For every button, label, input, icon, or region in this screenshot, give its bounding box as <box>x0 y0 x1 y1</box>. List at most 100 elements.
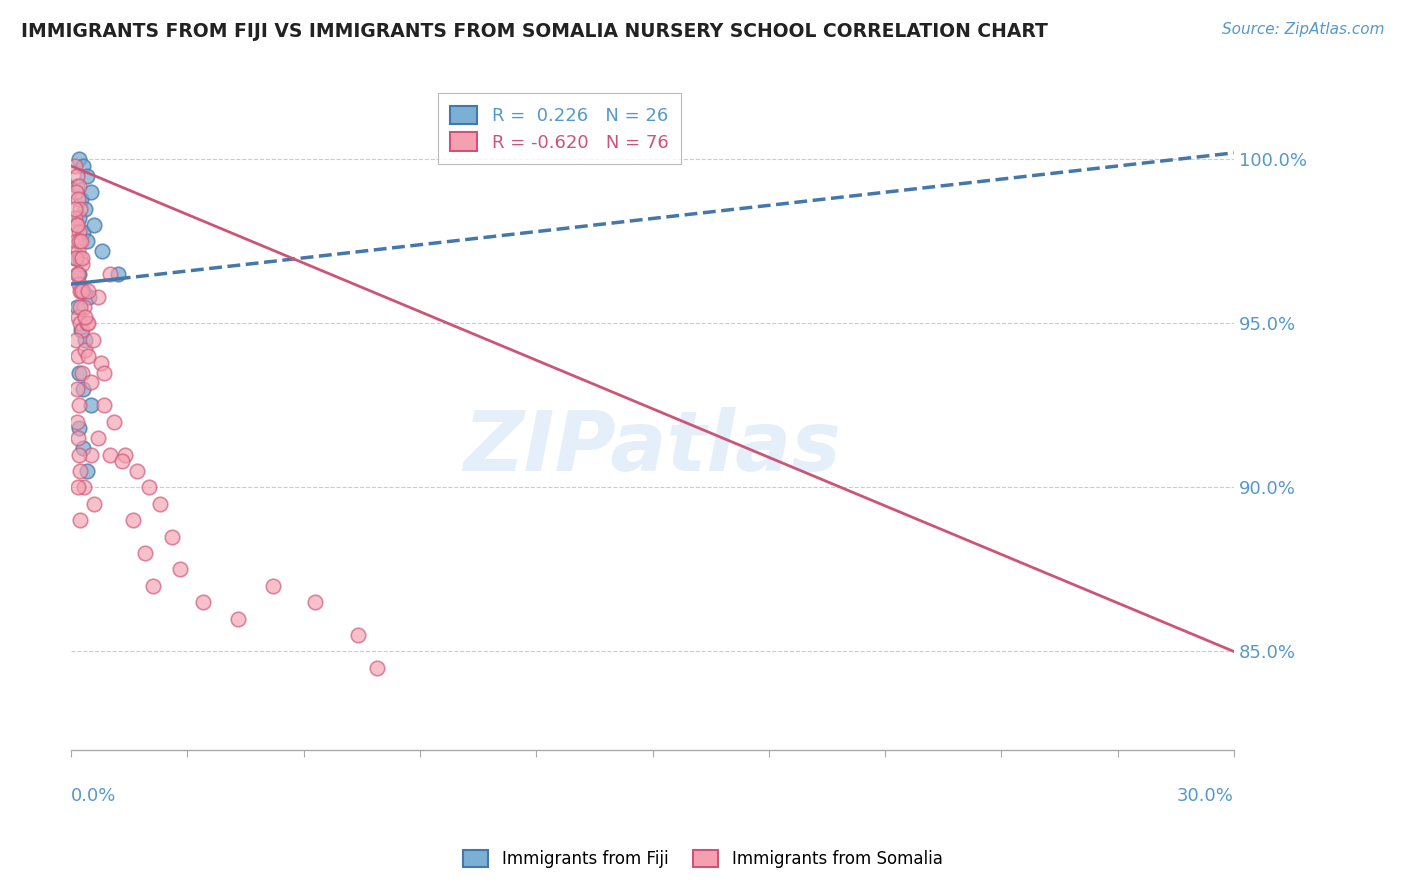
Point <box>66 218 89 232</box>
Point <box>67 431 90 445</box>
Point <box>73 343 96 357</box>
Point <box>67 211 90 226</box>
Point <box>72 441 94 455</box>
Point <box>93 366 115 380</box>
Point <box>66 169 89 183</box>
Text: 30.0%: 30.0% <box>1177 787 1234 805</box>
Point <box>63 211 86 226</box>
Point <box>87 290 110 304</box>
Point <box>114 448 136 462</box>
Point <box>66 218 89 232</box>
Point <box>66 267 89 281</box>
Point <box>69 464 91 478</box>
Point <box>69 300 91 314</box>
Point <box>304 595 326 609</box>
Point <box>76 349 98 363</box>
Point <box>67 192 90 206</box>
Point <box>69 251 91 265</box>
Point <box>67 178 90 193</box>
Point <box>72 284 94 298</box>
Point <box>110 454 132 468</box>
Point <box>67 225 90 239</box>
Point <box>191 595 214 609</box>
Point <box>70 284 93 298</box>
Text: IMMIGRANTS FROM FIJI VS IMMIGRANTS FROM SOMALIA NURSERY SCHOOL CORRELATION CHART: IMMIGRANTS FROM FIJI VS IMMIGRANTS FROM … <box>21 22 1047 41</box>
Point <box>103 415 125 429</box>
Point <box>65 251 87 265</box>
Point <box>63 251 86 265</box>
Point <box>83 497 105 511</box>
Point <box>73 310 96 324</box>
Point <box>67 366 90 380</box>
Point <box>70 235 93 249</box>
Point <box>66 382 89 396</box>
Point <box>79 376 101 390</box>
Point <box>65 333 87 347</box>
Point <box>149 497 172 511</box>
Point <box>76 169 98 183</box>
Point <box>72 382 94 396</box>
Point <box>262 579 284 593</box>
Point <box>69 284 91 298</box>
Point <box>122 513 145 527</box>
Point <box>226 612 249 626</box>
Point <box>66 415 89 429</box>
Point <box>73 202 96 216</box>
Point <box>98 448 121 462</box>
Text: 0.0%: 0.0% <box>72 787 117 805</box>
Point <box>63 202 86 216</box>
Point <box>67 310 90 324</box>
Point <box>79 186 101 200</box>
Point <box>67 235 90 249</box>
Point <box>70 192 93 206</box>
Point <box>72 480 94 494</box>
Point <box>70 251 93 265</box>
Point <box>83 218 105 232</box>
Point <box>138 480 160 494</box>
Point <box>142 579 165 593</box>
Point <box>70 323 93 337</box>
Point <box>160 530 183 544</box>
Point <box>76 317 98 331</box>
Point <box>67 421 90 435</box>
Point <box>107 267 129 281</box>
Point <box>76 235 98 249</box>
Point <box>67 267 90 281</box>
Point <box>69 513 91 527</box>
Point <box>65 186 87 200</box>
Point <box>66 300 89 314</box>
Point <box>69 202 91 216</box>
Point <box>134 546 156 560</box>
Point <box>87 431 110 445</box>
Point <box>82 333 104 347</box>
Point <box>67 399 90 413</box>
Text: Source: ZipAtlas.com: Source: ZipAtlas.com <box>1222 22 1385 37</box>
Point <box>67 267 90 281</box>
Point <box>66 178 89 193</box>
Point <box>63 159 86 173</box>
Point <box>67 480 90 494</box>
Text: ZIPatlas: ZIPatlas <box>464 407 841 488</box>
Point <box>72 300 94 314</box>
Point <box>72 159 94 173</box>
Point <box>169 562 191 576</box>
Point <box>67 277 90 291</box>
Point <box>90 356 112 370</box>
Point <box>77 290 100 304</box>
Point <box>70 323 93 337</box>
Point <box>76 284 98 298</box>
Point <box>347 628 370 642</box>
Point <box>69 317 91 331</box>
Legend: Immigrants from Fiji, Immigrants from Somalia: Immigrants from Fiji, Immigrants from So… <box>457 843 949 875</box>
Point <box>67 349 90 363</box>
Point <box>70 284 93 298</box>
Legend: R =  0.226   N = 26, R = -0.620   N = 76: R = 0.226 N = 26, R = -0.620 N = 76 <box>437 93 682 164</box>
Point <box>366 661 388 675</box>
Point <box>67 448 90 462</box>
Point <box>93 399 115 413</box>
Point <box>76 317 98 331</box>
Point <box>79 399 101 413</box>
Point <box>70 257 93 271</box>
Point <box>79 448 101 462</box>
Point <box>65 235 87 249</box>
